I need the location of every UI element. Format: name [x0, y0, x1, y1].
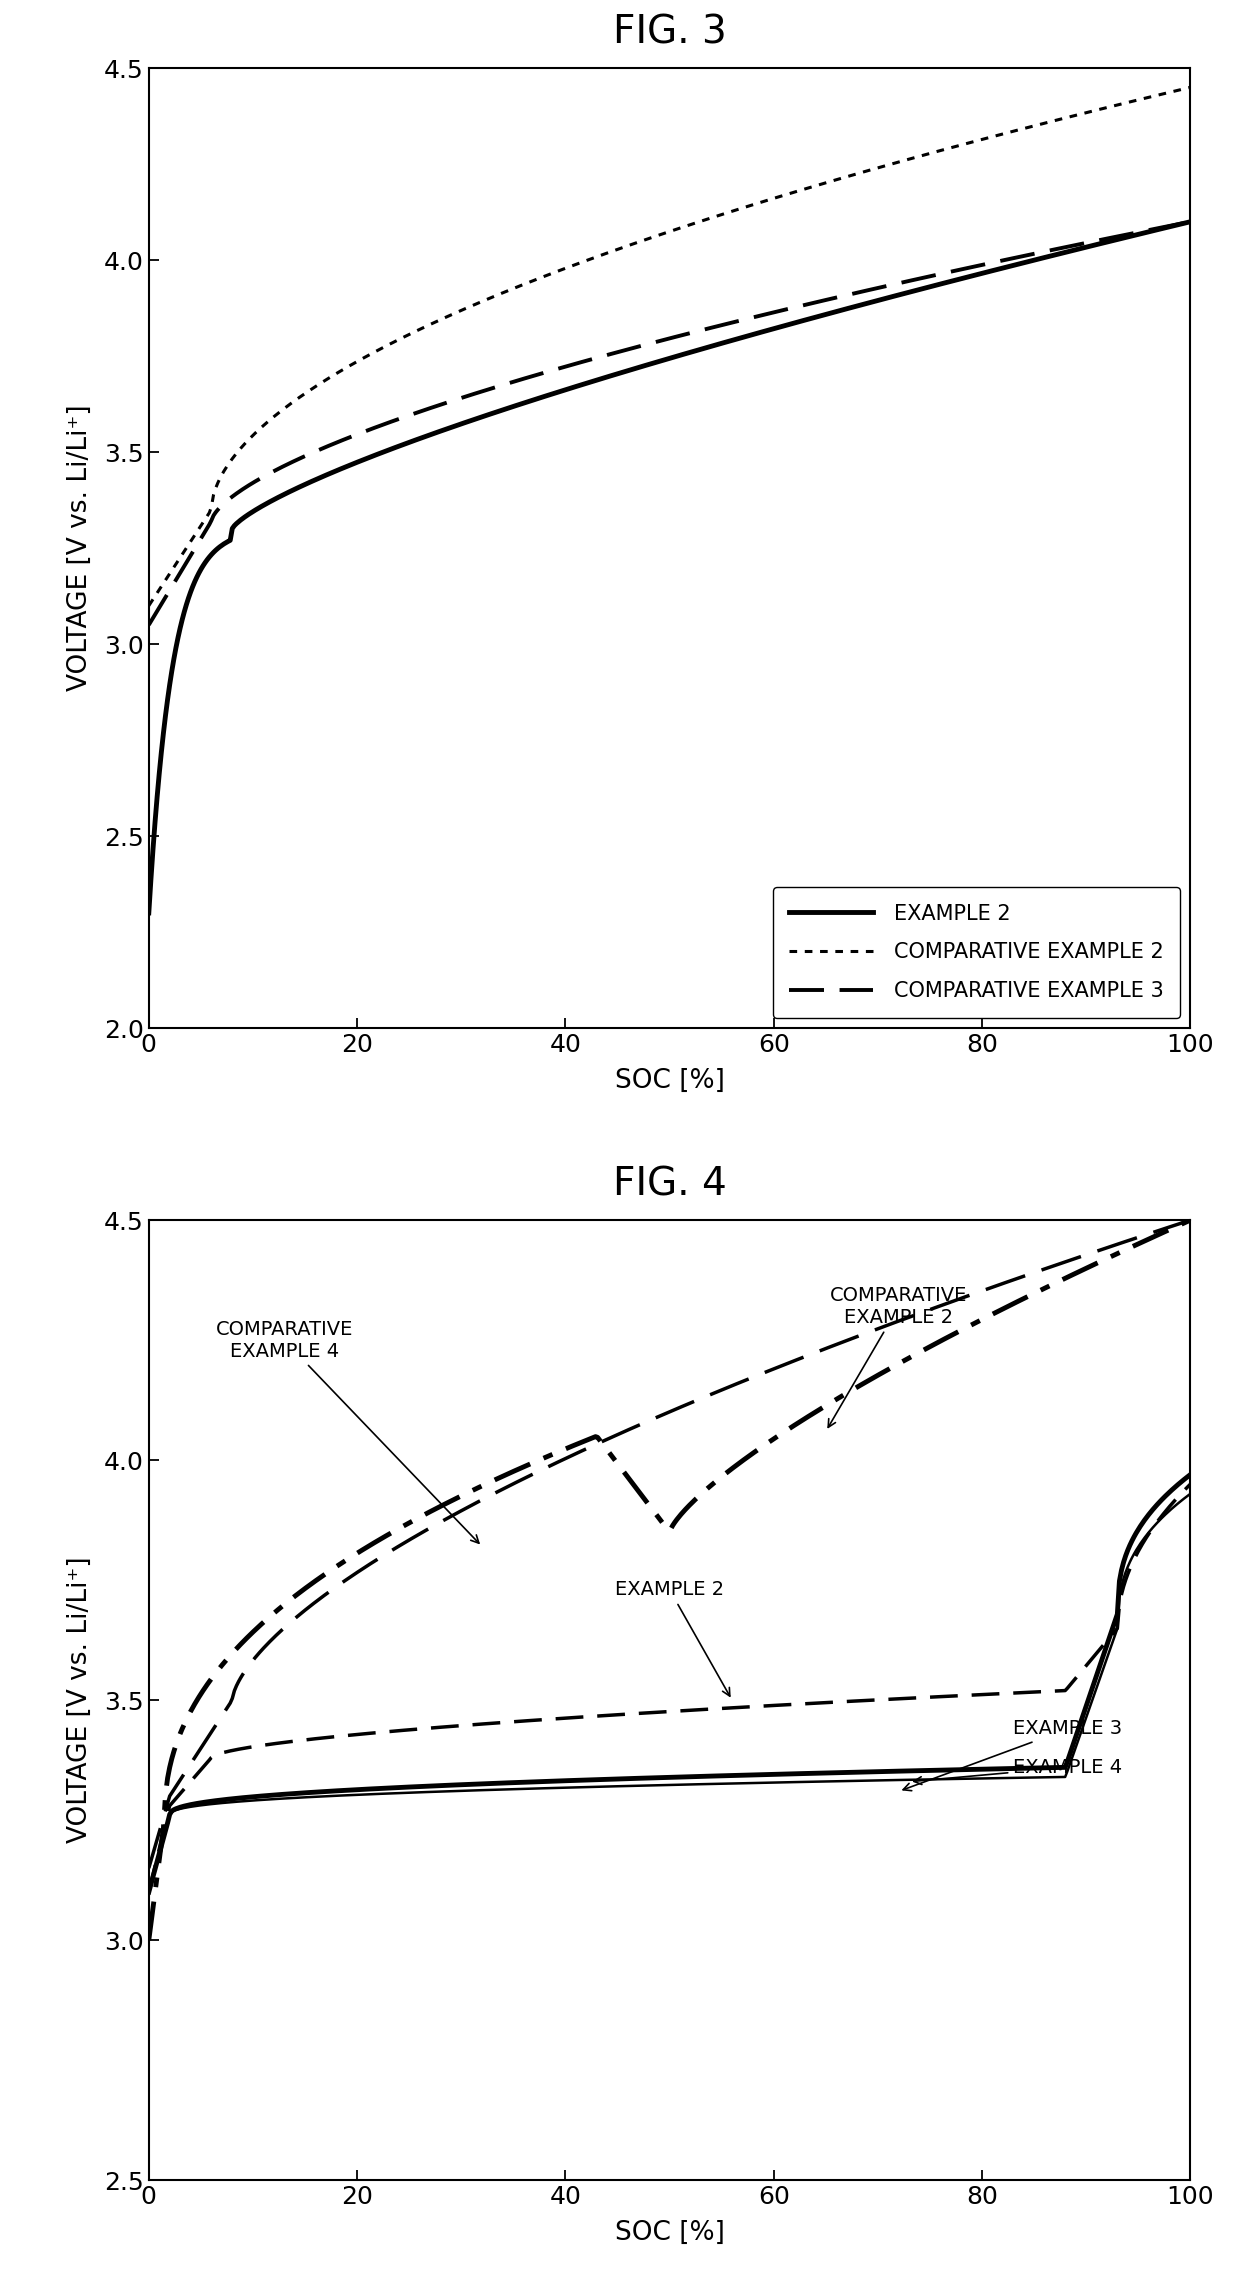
Title: FIG. 4: FIG. 4 — [613, 1165, 727, 1204]
Text: EXAMPLE 3: EXAMPLE 3 — [903, 1719, 1122, 1792]
Y-axis label: VOLTAGE [V vs. Li/Li⁺]: VOLTAGE [V vs. Li/Li⁺] — [67, 404, 93, 690]
Legend: EXAMPLE 2, COMPARATIVE EXAMPLE 2, COMPARATIVE EXAMPLE 3: EXAMPLE 2, COMPARATIVE EXAMPLE 2, COMPAR… — [773, 888, 1180, 1017]
Text: EXAMPLE 2: EXAMPLE 2 — [615, 1581, 730, 1696]
Title: FIG. 3: FIG. 3 — [613, 14, 727, 52]
Text: COMPARATIVE
EXAMPLE 2: COMPARATIVE EXAMPLE 2 — [828, 1285, 967, 1428]
Text: EXAMPLE 4: EXAMPLE 4 — [914, 1758, 1122, 1785]
Text: COMPARATIVE
EXAMPLE 4: COMPARATIVE EXAMPLE 4 — [216, 1319, 479, 1544]
X-axis label: SOC [%]: SOC [%] — [615, 2221, 724, 2246]
Y-axis label: VOLTAGE [V vs. Li/Li⁺]: VOLTAGE [V vs. Li/Li⁺] — [67, 1558, 93, 1844]
X-axis label: SOC [%]: SOC [%] — [615, 1067, 724, 1095]
